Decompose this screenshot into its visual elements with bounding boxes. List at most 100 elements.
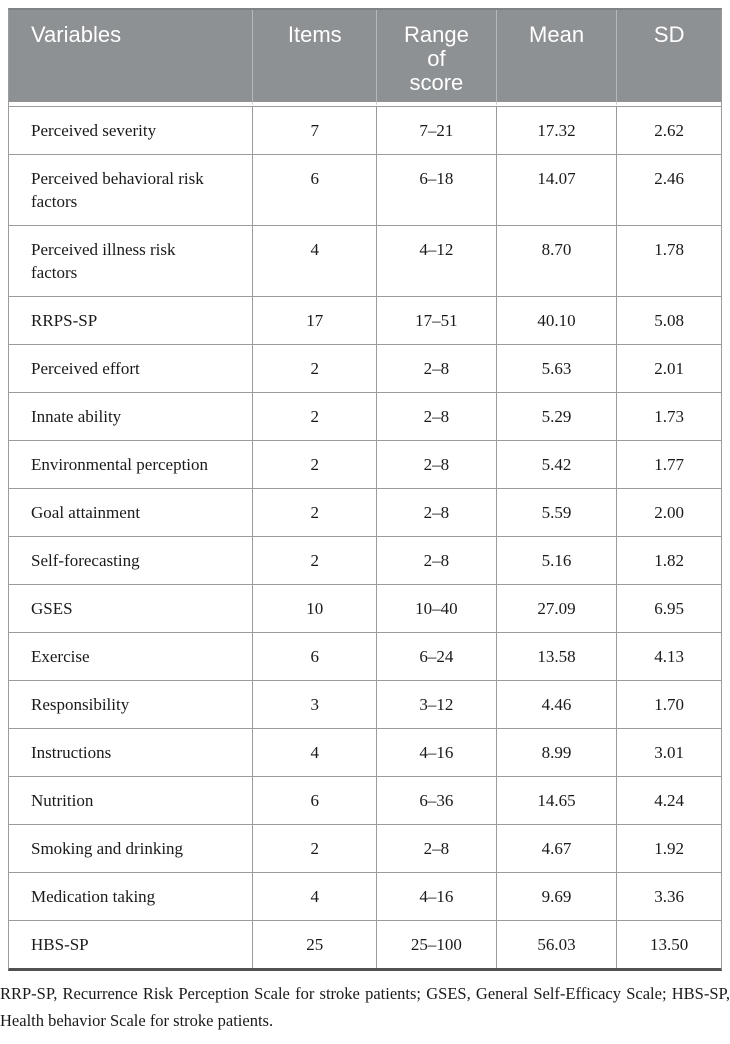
variable-cell: Perceived illness risk factors xyxy=(9,226,254,297)
value-cell: 2–8 xyxy=(377,441,497,489)
value-cell: 25–100 xyxy=(377,921,497,968)
variable-cell: Perceived behavioral risk factors xyxy=(9,155,254,226)
descriptive-statistics-table: Variables Items Range of score Mean SD P… xyxy=(8,8,722,971)
table-row: GSES 10 10–40 27.09 6.95 xyxy=(9,585,721,633)
table-row: Medication taking 4 4–16 9.69 3.36 xyxy=(9,873,721,921)
header-row: Variables Items Range of score Mean SD xyxy=(9,10,721,106)
value-cell: 17 xyxy=(253,297,378,345)
value-cell: 1.70 xyxy=(617,681,721,729)
value-cell: 2–8 xyxy=(377,393,497,441)
value-cell: 5.16 xyxy=(496,537,618,585)
column-header-variables: Variables xyxy=(9,10,254,106)
value-cell: 1.77 xyxy=(617,441,721,489)
variable-cell: Responsibility xyxy=(9,681,254,729)
variable-cell: Nutrition xyxy=(9,777,254,825)
value-cell: 4–16 xyxy=(377,729,497,777)
value-cell: 8.70 xyxy=(496,226,618,297)
value-cell: 4 xyxy=(253,729,378,777)
value-cell: 4–12 xyxy=(377,226,497,297)
table-row: Goal attainment 2 2–8 5.59 2.00 xyxy=(9,489,721,537)
value-cell: 25 xyxy=(253,921,378,968)
value-cell: 2–8 xyxy=(377,825,497,873)
value-cell: 4–16 xyxy=(377,873,497,921)
value-cell: 4 xyxy=(253,873,378,921)
value-cell: 6 xyxy=(253,633,378,681)
value-cell: 2–8 xyxy=(377,345,497,393)
variable-cell: Medication taking xyxy=(9,873,254,921)
column-header-range-of-score: Range of score xyxy=(377,10,497,106)
value-cell: 5.42 xyxy=(496,441,618,489)
table-row: HBS-SP 25 25–100 56.03 13.50 xyxy=(9,921,721,968)
value-cell: 2 xyxy=(253,537,378,585)
table-row: Smoking and drinking 2 2–8 4.67 1.92 xyxy=(9,825,721,873)
variable-cell: Innate ability xyxy=(9,393,254,441)
table-row: Perceived severity 7 7–21 17.32 2.62 xyxy=(9,106,721,155)
variable-cell: Instructions xyxy=(9,729,254,777)
variable-cell: Goal attainment xyxy=(9,489,254,537)
table-row: Self-forecasting 2 2–8 5.16 1.82 xyxy=(9,537,721,585)
table-row: RRPS-SP 17 17–51 40.10 5.08 xyxy=(9,297,721,345)
value-cell: 13.50 xyxy=(617,921,721,968)
value-cell: 4.46 xyxy=(496,681,618,729)
value-cell: 4.13 xyxy=(617,633,721,681)
value-cell: 10–40 xyxy=(377,585,497,633)
table-row: Environmental perception 2 2–8 5.42 1.77 xyxy=(9,441,721,489)
table-row: Exercise 6 6–24 13.58 4.13 xyxy=(9,633,721,681)
column-header-items: Items xyxy=(253,10,378,106)
value-cell: 6–36 xyxy=(377,777,497,825)
value-cell: 5.29 xyxy=(496,393,618,441)
table-row: Perceived effort 2 2–8 5.63 2.01 xyxy=(9,345,721,393)
variable-cell: Perceived severity xyxy=(9,106,254,155)
value-cell: 14.07 xyxy=(496,155,618,226)
variable-cell: Smoking and drinking xyxy=(9,825,254,873)
value-cell: 13.58 xyxy=(496,633,618,681)
value-cell: 3.01 xyxy=(617,729,721,777)
value-cell: 4.67 xyxy=(496,825,618,873)
value-cell: 7–21 xyxy=(377,106,497,155)
value-cell: 14.65 xyxy=(496,777,618,825)
table-row: Nutrition 6 6–36 14.65 4.24 xyxy=(9,777,721,825)
table-row: Perceived behavioral risk factors 6 6–18 14… xyxy=(9,155,721,226)
table-header: Variables Items Range of score Mean SD xyxy=(9,10,721,106)
variable-cell: RRPS-SP xyxy=(9,297,254,345)
value-cell: 2.62 xyxy=(617,106,721,155)
value-cell: 2.46 xyxy=(617,155,721,226)
variable-cell: GSES xyxy=(9,585,254,633)
value-cell: 5.08 xyxy=(617,297,721,345)
table-container: Variables Items Range of score Mean SD P… xyxy=(8,8,722,971)
value-cell: 6–18 xyxy=(377,155,497,226)
column-header-range-of-score-label: Range of score xyxy=(403,22,469,95)
value-cell: 2–8 xyxy=(377,489,497,537)
variable-cell: Self-forecasting xyxy=(9,537,254,585)
value-cell: 5.59 xyxy=(496,489,618,537)
value-cell: 4.24 xyxy=(617,777,721,825)
value-cell: 2 xyxy=(253,825,378,873)
value-cell: 2 xyxy=(253,489,378,537)
table-body: Perceived severity 7 7–21 17.32 2.62 Perceive… xyxy=(9,106,721,968)
value-cell: 6.95 xyxy=(617,585,721,633)
table-row: Responsibility 3 3–12 4.46 1.70 xyxy=(9,681,721,729)
value-cell: 3–12 xyxy=(377,681,497,729)
value-cell: 40.10 xyxy=(496,297,618,345)
value-cell: 2 xyxy=(253,441,378,489)
value-cell: 7 xyxy=(253,106,378,155)
variable-cell: Environmental perception xyxy=(9,441,254,489)
column-header-mean: Mean xyxy=(496,10,618,106)
table-row: Innate ability 2 2–8 5.29 1.73 xyxy=(9,393,721,441)
value-cell: 2 xyxy=(253,393,378,441)
table-row: Instructions 4 4–16 8.99 3.01 xyxy=(9,729,721,777)
value-cell: 2.00 xyxy=(617,489,721,537)
value-cell: 3.36 xyxy=(617,873,721,921)
value-cell: 5.63 xyxy=(496,345,618,393)
value-cell: 6 xyxy=(253,777,378,825)
value-cell: 27.09 xyxy=(496,585,618,633)
value-cell: 8.99 xyxy=(496,729,618,777)
value-cell: 6 xyxy=(253,155,378,226)
value-cell: 2 xyxy=(253,345,378,393)
value-cell: 1.73 xyxy=(617,393,721,441)
value-cell: 10 xyxy=(253,585,378,633)
table-row: Perceived illness risk factors 4 4–12 8.70 1… xyxy=(9,226,721,297)
variable-cell: Exercise xyxy=(9,633,254,681)
value-cell: 9.69 xyxy=(496,873,618,921)
